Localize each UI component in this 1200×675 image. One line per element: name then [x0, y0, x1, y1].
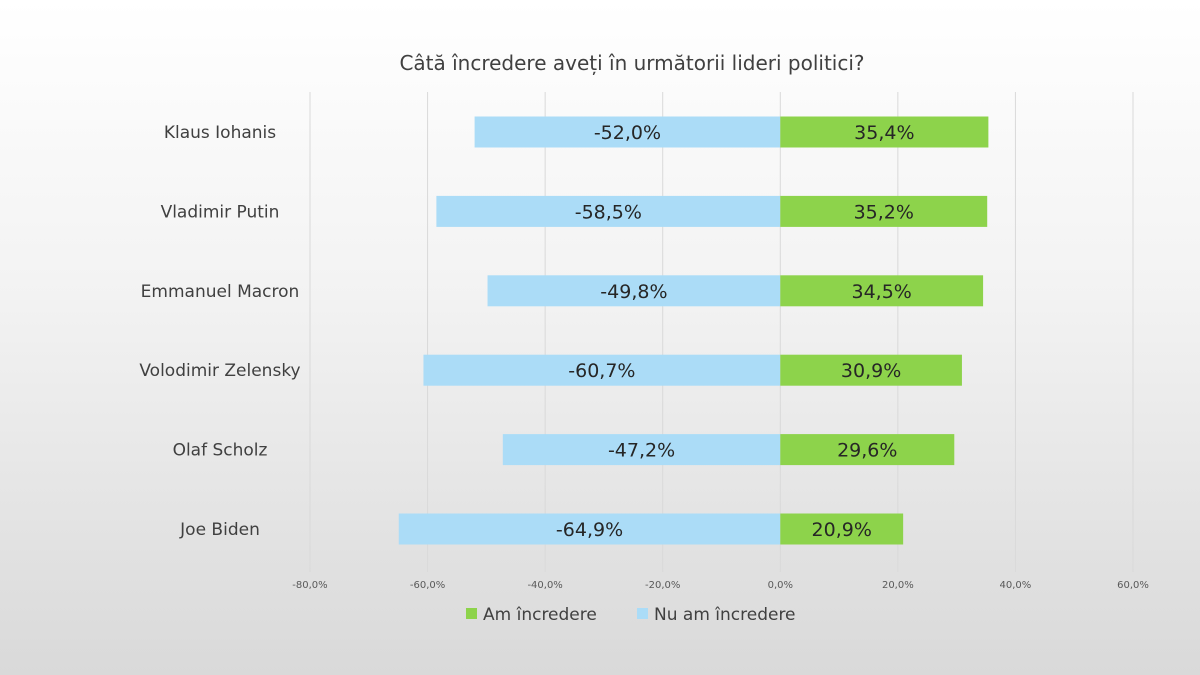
- x-tick-label: -60,0%: [410, 580, 445, 591]
- bar-trust: [780, 513, 904, 545]
- bar-no-trust: [502, 434, 781, 466]
- bars: [398, 116, 989, 545]
- data-label-no-trust: -52,0%: [594, 122, 661, 144]
- bar-trust: [780, 116, 989, 148]
- data-label-trust: 35,2%: [854, 201, 914, 223]
- data-label-no-trust: -49,8%: [600, 281, 667, 303]
- bar-no-trust: [398, 513, 781, 545]
- x-tick-label: -20,0%: [645, 580, 680, 591]
- legend-label-no-trust: Nu am încredere: [654, 605, 796, 625]
- bar-no-trust: [436, 195, 781, 227]
- data-label-no-trust: -58,5%: [575, 201, 642, 223]
- data-label-no-trust: -60,7%: [568, 360, 635, 382]
- data-label-trust: 35,4%: [854, 122, 914, 144]
- bar-no-trust: [474, 116, 781, 148]
- category-labels: Klaus Iohanis Vladimir Putin Emmanuel Macr…: [139, 123, 300, 540]
- data-label-no-trust: -47,2%: [608, 440, 675, 462]
- category-label: Vladimir Putin: [161, 202, 280, 222]
- bar-trust: [780, 195, 988, 227]
- bar-no-trust: [487, 275, 781, 307]
- bar-no-trust: [423, 354, 781, 386]
- legend-swatch-trust: [466, 608, 477, 619]
- category-label: Volodimir Zelensky: [139, 361, 300, 381]
- chart-title: Câtă încredere aveți în următorii lideri…: [399, 51, 864, 75]
- bar-trust: [780, 434, 955, 466]
- data-label-trust: 30,9%: [841, 360, 901, 382]
- x-tick-label: 0,0%: [768, 580, 793, 591]
- bar-trust: [780, 275, 984, 307]
- x-tick-label: -80,0%: [292, 580, 327, 591]
- category-label: Joe Biden: [179, 520, 260, 540]
- legend: Am încredere Nu am încredere: [466, 605, 796, 625]
- x-tick-label: 60,0%: [1117, 580, 1149, 591]
- bar-trust: [780, 354, 962, 386]
- data-label-trust: 34,5%: [852, 281, 912, 303]
- x-tick-label: 20,0%: [882, 580, 914, 591]
- legend-label-trust: Am încredere: [483, 605, 597, 625]
- legend-swatch-no-trust: [637, 608, 648, 619]
- x-tick-label: 40,0%: [1000, 580, 1032, 591]
- category-label: Klaus Iohanis: [164, 123, 276, 143]
- category-label: Olaf Scholz: [173, 441, 268, 461]
- category-label: Emmanuel Macron: [141, 282, 300, 302]
- data-label-no-trust: -64,9%: [556, 519, 623, 541]
- data-label-trust: 20,9%: [812, 519, 872, 541]
- x-axis-ticks: -80,0% -60,0% -40,0% -20,0% 0,0% 20,0% 40,0% 60…: [292, 580, 1149, 591]
- data-label-trust: 29,6%: [837, 440, 897, 462]
- gridlines: [309, 92, 1134, 572]
- x-tick-label: -40,0%: [527, 580, 562, 591]
- data-labels: -52,0% 35,4% -58,5% 35,2% -49,8% 34,5% -60,7% 3…: [556, 122, 915, 541]
